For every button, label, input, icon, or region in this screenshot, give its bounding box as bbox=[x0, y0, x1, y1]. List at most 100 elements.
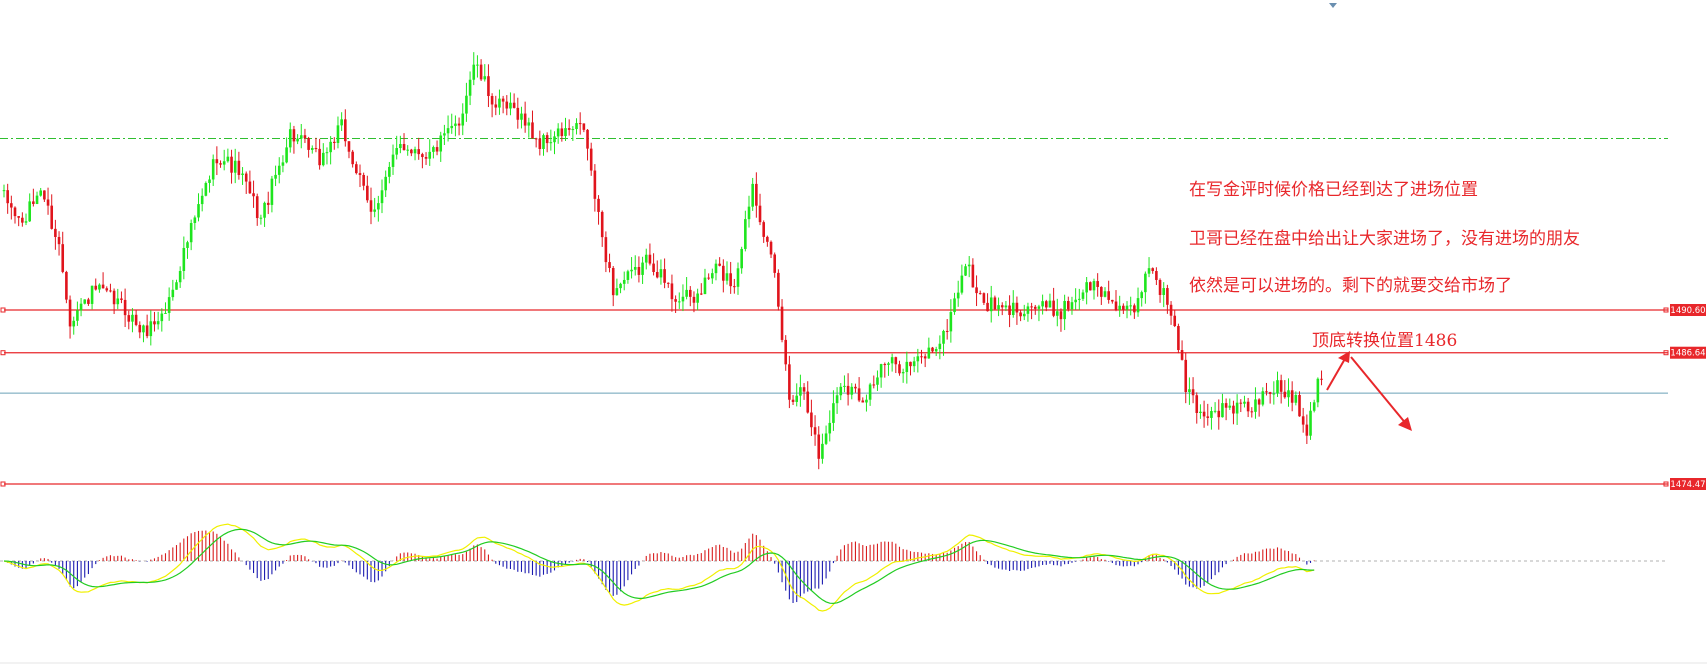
level-price-tag-1 bbox=[1670, 304, 1706, 316]
candle-body bbox=[703, 277, 707, 295]
candle-body bbox=[589, 148, 593, 171]
candle-body bbox=[1272, 393, 1276, 395]
candle-body bbox=[516, 107, 520, 120]
candle-body bbox=[204, 182, 208, 196]
candle-body bbox=[270, 178, 274, 205]
candle-body bbox=[355, 164, 358, 174]
candle-body bbox=[696, 293, 699, 303]
level-price-tag-3 bbox=[1670, 478, 1706, 490]
candle-body bbox=[938, 343, 942, 350]
candle-body bbox=[501, 98, 505, 102]
candle-body bbox=[832, 403, 835, 423]
candle-body bbox=[87, 299, 90, 304]
candle-body bbox=[1224, 403, 1228, 408]
candle-body bbox=[545, 135, 549, 144]
candle-body bbox=[432, 147, 435, 152]
candle-body bbox=[1162, 288, 1166, 295]
candle-body bbox=[824, 433, 828, 444]
pivot-level-label: 顶底转换位置1486 bbox=[1312, 331, 1458, 351]
candle-body bbox=[391, 154, 395, 167]
level-anchor-right-3 bbox=[1663, 481, 1669, 487]
candle-body bbox=[942, 330, 945, 344]
candle-body bbox=[857, 388, 861, 401]
candle-body bbox=[982, 293, 986, 303]
candle-body bbox=[105, 288, 109, 291]
candle-body bbox=[164, 312, 167, 314]
level-anchor-left-2 bbox=[0, 350, 6, 356]
candle-body bbox=[923, 356, 927, 359]
arrow-up-head bbox=[1338, 351, 1350, 363]
candle-body bbox=[975, 287, 978, 294]
candle-body bbox=[153, 321, 156, 325]
candle-body bbox=[54, 228, 57, 237]
candle-body bbox=[68, 299, 72, 327]
candle-body bbox=[659, 269, 663, 278]
macd-signal-line bbox=[3, 528, 1315, 605]
candle-body bbox=[43, 190, 46, 200]
candle-body bbox=[1294, 394, 1298, 403]
candle-body bbox=[1048, 300, 1052, 308]
candle-body bbox=[1000, 305, 1004, 308]
candle-body bbox=[685, 289, 688, 297]
candle-body bbox=[1298, 394, 1301, 417]
candle-body bbox=[454, 123, 457, 126]
candle-body bbox=[711, 273, 714, 279]
candle-body bbox=[1044, 301, 1048, 308]
scroll-marker-icon bbox=[1329, 3, 1337, 8]
candle-body bbox=[549, 142, 553, 144]
candle-body bbox=[538, 138, 542, 149]
candle-body bbox=[255, 196, 259, 219]
candle-body bbox=[226, 156, 230, 162]
candle-body bbox=[652, 263, 655, 272]
candle-body bbox=[1239, 402, 1243, 404]
annotation-line-1: 在写金评时候价格已经到达了进场位置 bbox=[1189, 180, 1478, 200]
candle-body bbox=[1125, 305, 1129, 310]
candle-body bbox=[211, 159, 215, 180]
candle-body bbox=[674, 299, 677, 302]
candle-body bbox=[1246, 401, 1250, 412]
candle-body bbox=[388, 166, 391, 177]
candle-body bbox=[1085, 282, 1088, 293]
candle-body bbox=[281, 162, 285, 166]
candle-body bbox=[90, 285, 94, 304]
level-price-tag-2 bbox=[1670, 346, 1706, 359]
candle-body bbox=[1232, 405, 1235, 414]
macd-line bbox=[3, 523, 1315, 612]
candle-body bbox=[1011, 302, 1015, 316]
candle-body bbox=[560, 128, 564, 137]
candle-body bbox=[799, 387, 802, 396]
candle-body bbox=[769, 241, 773, 255]
annotation-line-3: 依然是可以进场的。剩下的就要交给市场了 bbox=[1189, 276, 1512, 296]
candle-body bbox=[604, 237, 608, 263]
candle-body bbox=[531, 122, 534, 139]
candle-body bbox=[351, 151, 354, 165]
candle-body bbox=[1107, 291, 1110, 300]
candle-body bbox=[446, 128, 450, 134]
level-anchor-right-1 bbox=[1663, 307, 1669, 313]
candle-body bbox=[13, 207, 17, 217]
candle-body bbox=[98, 284, 101, 290]
candle-body bbox=[362, 174, 365, 186]
candle-body bbox=[993, 297, 997, 310]
candle-body bbox=[865, 399, 868, 403]
candle-body bbox=[274, 174, 277, 179]
level-anchor-left-1 bbox=[0, 307, 6, 313]
candle-body bbox=[916, 356, 920, 362]
candle-body bbox=[788, 364, 791, 400]
candle-body bbox=[934, 349, 938, 352]
level-price-label-2: 1486.64 bbox=[1670, 349, 1705, 359]
candle-body bbox=[890, 357, 894, 364]
candle-body bbox=[784, 339, 788, 365]
candle-body bbox=[861, 400, 865, 403]
candle-body bbox=[101, 284, 105, 289]
candle-body bbox=[758, 205, 762, 223]
candle-body bbox=[927, 347, 931, 359]
candle-body bbox=[61, 244, 65, 272]
candle-body bbox=[428, 151, 432, 159]
candle-body bbox=[277, 165, 281, 175]
candle-body bbox=[967, 264, 971, 267]
candle-body bbox=[1166, 288, 1169, 305]
candle-body bbox=[802, 387, 806, 392]
candle-body bbox=[578, 123, 582, 125]
